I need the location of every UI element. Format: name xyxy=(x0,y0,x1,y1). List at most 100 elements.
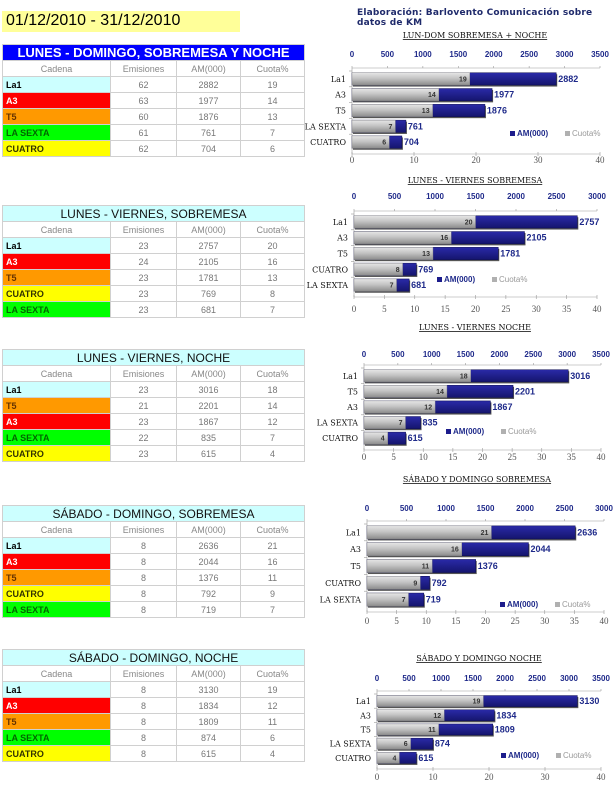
top-tick-label: 3500 xyxy=(592,674,610,683)
top-tick-label: 3500 xyxy=(592,350,610,359)
channel-cell: CUATRO xyxy=(2,285,111,302)
am-value-label: 1876 xyxy=(487,106,507,116)
am-value-label: 835 xyxy=(423,418,438,428)
cuota-value-label: 8 xyxy=(396,267,400,274)
cuota-value-label: 14 xyxy=(436,389,444,396)
top-tick-label: 2500 xyxy=(528,674,546,683)
bottom-tick-label: 40 xyxy=(596,155,606,165)
top-tick-label: 2000 xyxy=(485,50,503,59)
table-row: T5 23 1781 13 xyxy=(2,269,306,286)
cuota-bar xyxy=(351,72,471,86)
bottom-tick-label: 20 xyxy=(481,616,491,626)
legend-cuota-label: Cuota% xyxy=(499,275,527,284)
am-value-label: 2636 xyxy=(577,527,597,537)
bottom-tick-label: 25 xyxy=(501,304,511,314)
am-value-label: 769 xyxy=(418,264,433,274)
top-tick-label: 3000 xyxy=(560,674,578,683)
bottom-tick-label: 0 xyxy=(352,304,357,314)
category-label: La1 xyxy=(356,697,371,706)
channel-cell: T5 xyxy=(2,713,111,730)
cuota-bar xyxy=(351,88,440,102)
bottom-tick-label: 35 xyxy=(567,452,577,462)
channel-cell: A3 xyxy=(2,697,111,714)
chart-title: SÁBADO Y DOMINGO SOBREMESA xyxy=(403,475,551,484)
am-value-label: 1977 xyxy=(494,90,514,100)
cuota-bar xyxy=(351,104,433,117)
bottom-tick-label: 30 xyxy=(534,155,544,165)
cuota-bar xyxy=(353,262,403,276)
cuota-bar xyxy=(366,542,463,556)
audience-table: LUNES - VIERNES, SOBREMESA Cadena Emisione… xyxy=(1,205,306,318)
bottom-tick-label: 40 xyxy=(597,452,607,462)
bottom-tick-label: 10 xyxy=(429,772,439,782)
top-tick-label: 0 xyxy=(352,192,357,201)
am-value-label: 792 xyxy=(432,578,447,588)
bottom-tick-label: 40 xyxy=(597,772,607,782)
am-value-label: 1376 xyxy=(478,561,498,571)
legend-cuota-label: Cuota% xyxy=(572,129,600,138)
top-tick-label: 2000 xyxy=(491,350,509,359)
cuota-cell: 4 xyxy=(240,445,305,462)
am-value-label: 615 xyxy=(418,753,433,763)
cuota-bar xyxy=(363,385,448,398)
cuota-value-label: 14 xyxy=(428,92,436,99)
category-label: T5 xyxy=(338,250,348,259)
table-header-row: Cadena Emisiones AM(000) Cuota% xyxy=(2,221,306,238)
legend-am-swatch xyxy=(510,131,515,136)
top-tick-label: 1500 xyxy=(477,504,495,513)
table-row: La1 23 3016 18 xyxy=(2,381,305,398)
bottom-tick-label: 5 xyxy=(382,304,387,314)
top-tick-label: 2500 xyxy=(548,192,566,201)
credit-line: Elaboración: Barlovento Comunicación sob… xyxy=(357,8,593,28)
cuota-value-label: 7 xyxy=(399,420,403,427)
bottom-tick-label: 15 xyxy=(448,452,458,462)
emisiones-cell: 8 xyxy=(110,745,177,762)
table-row: CUATRO 8 615 4 xyxy=(2,745,306,762)
top-tick-label: 0 xyxy=(375,674,380,683)
emisiones-cell: 23 xyxy=(110,301,177,318)
top-tick-label: 500 xyxy=(381,50,395,59)
category-label: T5 xyxy=(348,387,358,396)
audience-table: LUNES - DOMINGO, SOBREMESA Y NOCHE Cadena… xyxy=(1,44,306,157)
top-tick-label: 0 xyxy=(362,350,367,359)
bottom-tick-label: 30 xyxy=(540,616,550,626)
channel-cell: T5 xyxy=(2,397,111,414)
bottom-tick-label: 10 xyxy=(410,304,420,314)
chart-title: LUNES - VIERNES SOBREMESA xyxy=(408,176,543,185)
top-tick-label: 1500 xyxy=(449,50,467,59)
legend-cuota-label: Cuota% xyxy=(563,751,591,760)
top-tick-label: 1000 xyxy=(414,50,432,59)
top-tick-label: 1500 xyxy=(457,350,475,359)
am-value-label: 2201 xyxy=(515,386,535,396)
table-title: LUNES - VIERNES, SOBREMESA xyxy=(1,205,306,222)
audience-table: LUNES - VIERNES, NOCHE Cadena Emisiones AM(… xyxy=(2,349,305,462)
category-label: A3 xyxy=(334,91,346,100)
top-tick-label: 2000 xyxy=(507,192,525,201)
legend-cuota-label: Cuota% xyxy=(562,600,590,609)
cuota-bar xyxy=(363,369,471,383)
chart-title: LUN-DOM SOBREMESA + NOCHE xyxy=(403,31,548,40)
bottom-tick-label: 30 xyxy=(537,452,547,462)
category-label: LA SEXTA xyxy=(305,122,347,131)
table-row: A3 8 2044 16 xyxy=(2,553,306,570)
table-row: A3 23 1867 12 xyxy=(2,413,305,430)
cuota-bar xyxy=(351,135,390,149)
cuota-bar xyxy=(363,400,436,414)
cuota-value-label: 19 xyxy=(473,699,481,706)
bottom-tick-label: 20 xyxy=(478,452,488,462)
top-tick-label: 2500 xyxy=(556,504,574,513)
cuota-cell: 6 xyxy=(239,140,306,157)
am-cell: 681 xyxy=(176,301,241,318)
am-value-label: 2882 xyxy=(558,74,578,84)
top-tick-label: 2000 xyxy=(496,674,514,683)
top-tick-label: 500 xyxy=(400,504,414,513)
channel-cell: LA SEXTA xyxy=(2,729,111,746)
category-label: LA SEXTA xyxy=(330,740,372,749)
channel-cell: LA SEXTA xyxy=(2,601,111,618)
bottom-tick-label: 40 xyxy=(593,304,603,314)
cuota-value-label: 6 xyxy=(404,741,408,748)
cuota-bar xyxy=(366,559,433,573)
cuota-value-label: 7 xyxy=(388,124,392,131)
cuota-cell: 8 xyxy=(239,285,306,302)
legend-am-swatch xyxy=(446,429,451,434)
